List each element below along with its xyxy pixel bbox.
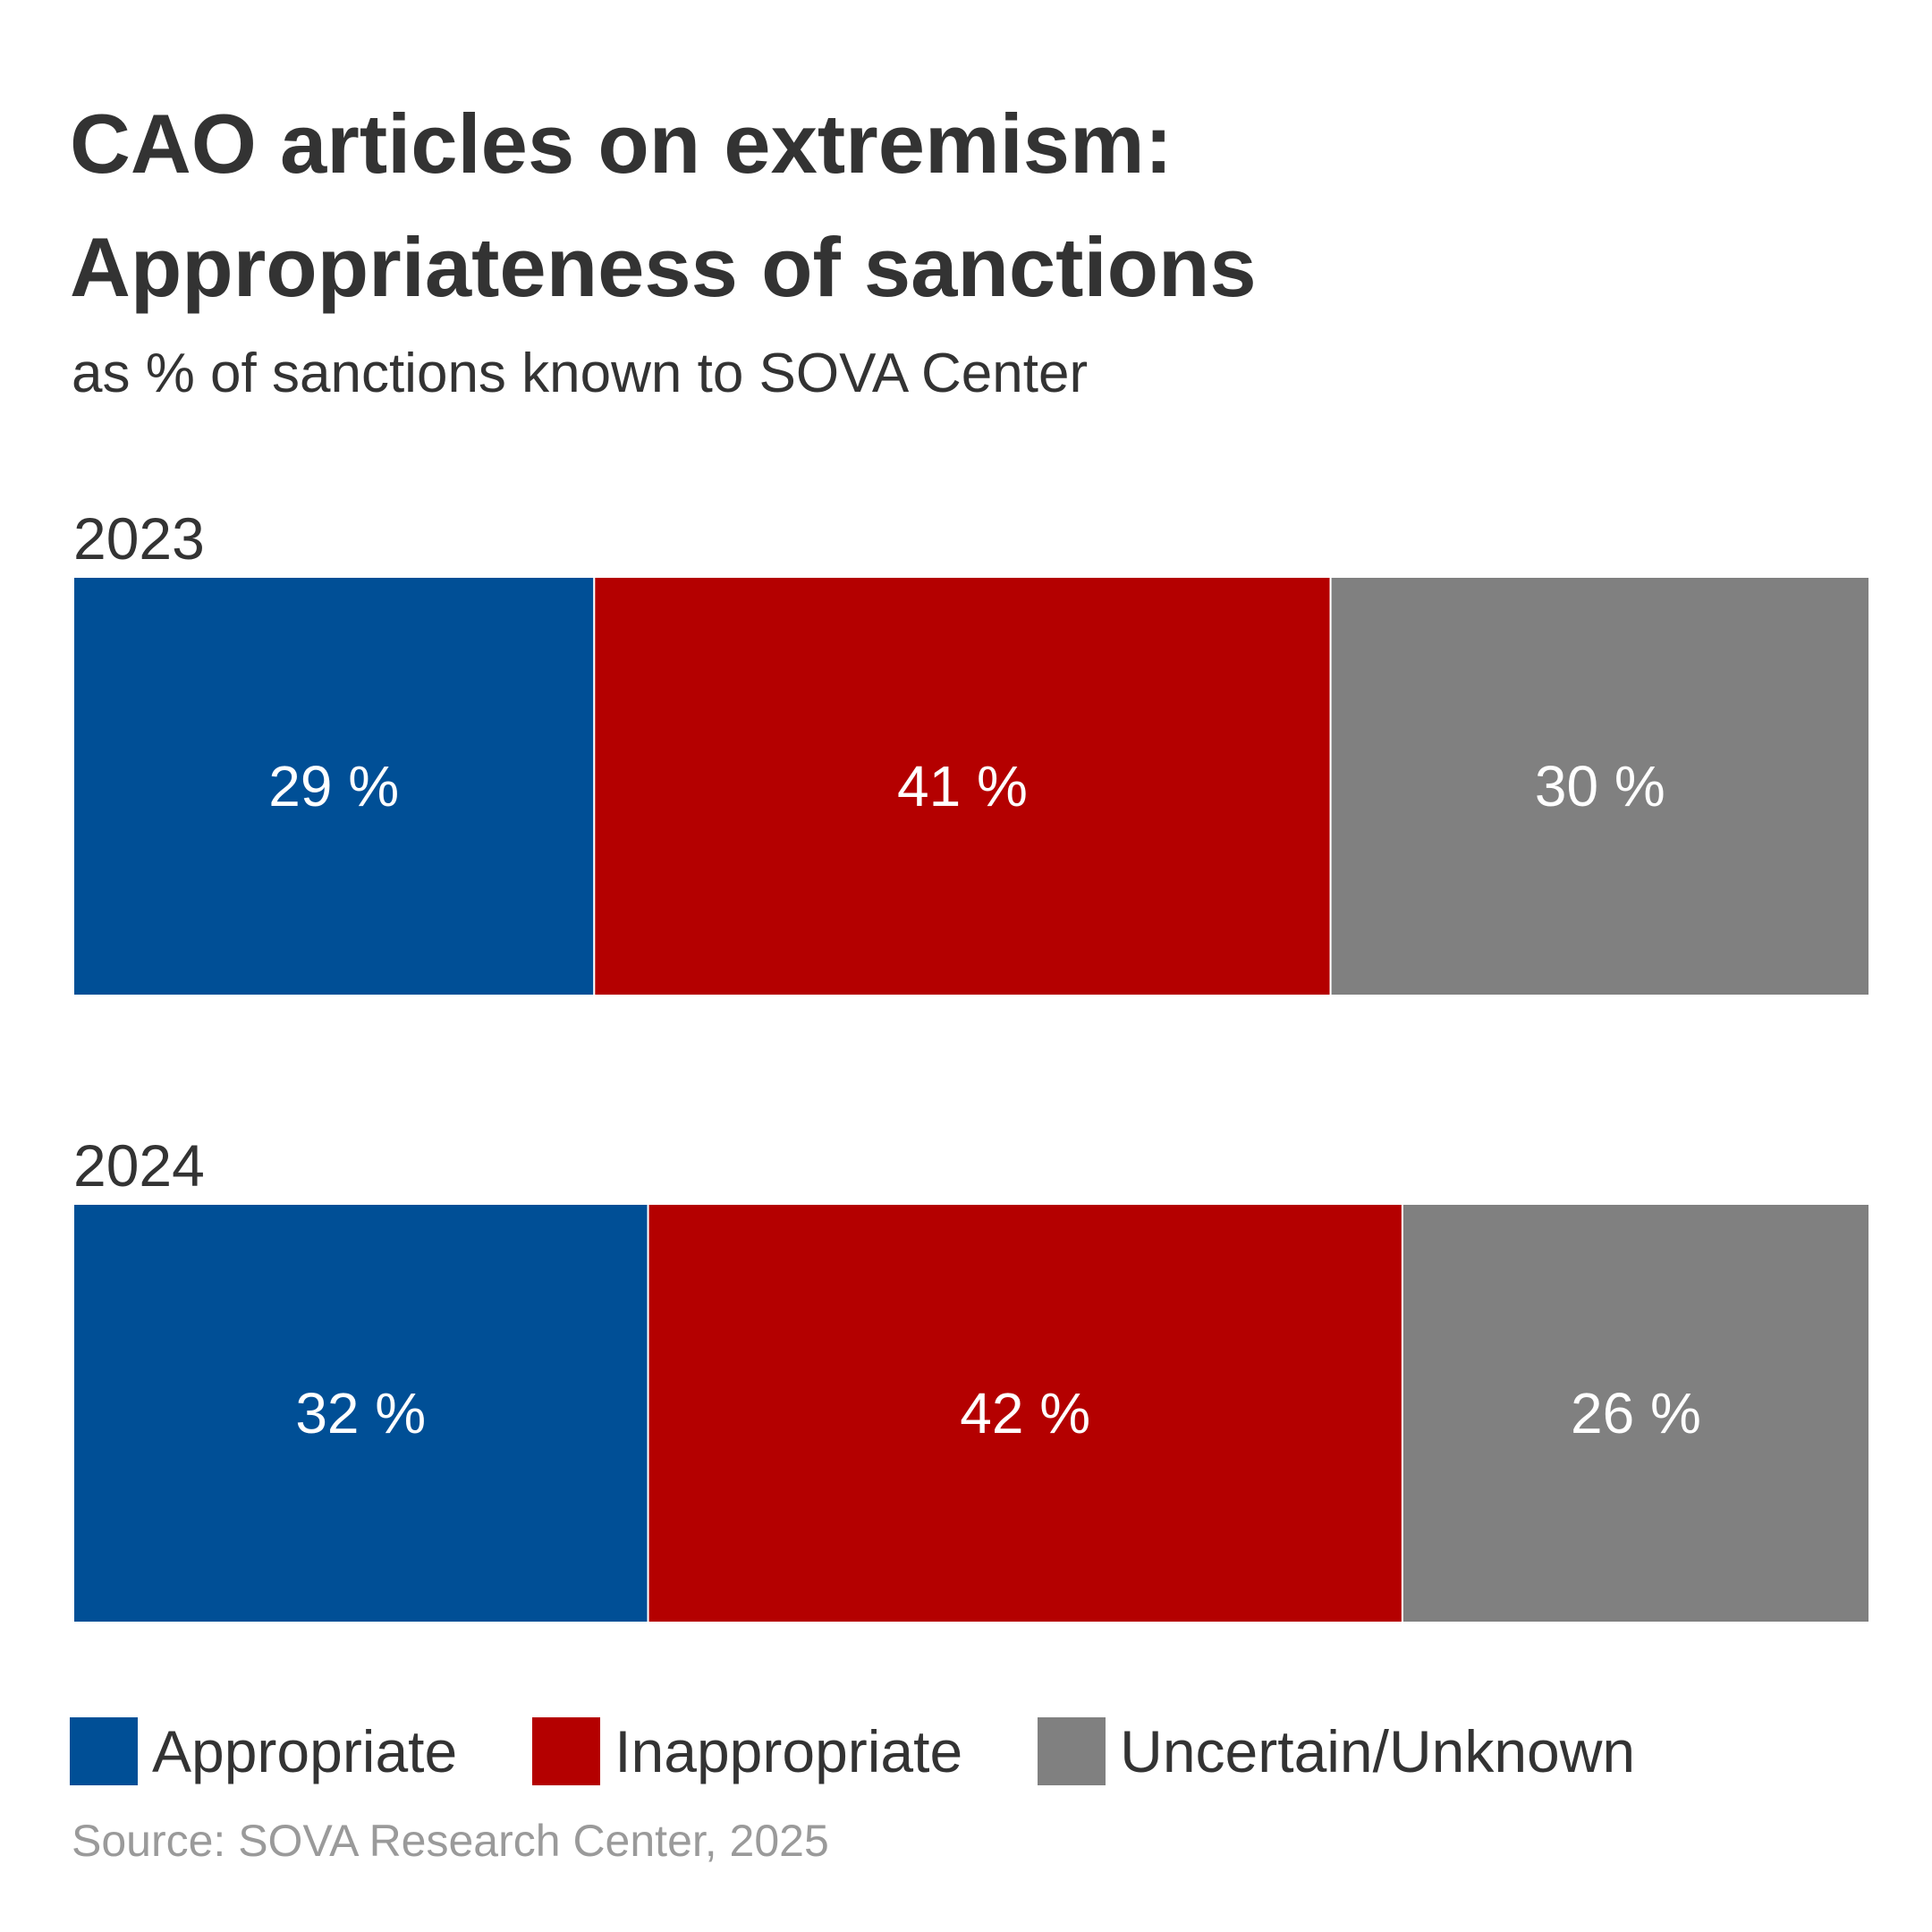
category-label-2024: 2024 — [73, 1132, 205, 1199]
bar-uncertain-unknown-2023 — [1329, 576, 1870, 996]
bar-inappropriate-2024 — [647, 1203, 1403, 1623]
chart-title: CAO articles on extremism: Appropriatene… — [70, 82, 1859, 329]
legend-item-appropriate: Appropriate — [70, 1716, 457, 1787]
bar-uncertain-unknown-2024 — [1401, 1203, 1871, 1623]
data-label-inappropriate-2023: 41 % — [897, 754, 1028, 818]
stacked-bar-chart: 2023 29 % 41 % 30 % 2024 32 % 42 % 26 % — [72, 505, 1871, 1623]
chart-legend: Appropriate Inappropriate Uncertain/Unkn… — [70, 1716, 1710, 1787]
data-label-appropriate-2023: 29 % — [268, 754, 399, 818]
legend-item-inappropriate: Inappropriate — [532, 1716, 962, 1787]
data-label-uncertain-unknown-2023: 30 % — [1535, 754, 1665, 818]
legend-swatch-uncertain — [1038, 1717, 1106, 1785]
bar-inappropriate-2023 — [593, 576, 1332, 996]
source-note: Source: SOVA Research Center, 2025 — [72, 1816, 829, 1866]
data-label-inappropriate-2024: 42 % — [960, 1381, 1090, 1445]
bar-appropriate-2024 — [72, 1203, 649, 1623]
legend-label-uncertain: Uncertain/Unknown — [1120, 1718, 1636, 1784]
legend-label-appropriate: Appropriate — [152, 1718, 458, 1784]
legend-swatch-inappropriate — [532, 1717, 601, 1785]
legend-item-uncertain: Uncertain/Unknown — [1038, 1716, 1635, 1787]
chart-title-line-1: CAO articles on extremism: — [70, 97, 1173, 191]
chart-title-line-2: Appropriateness of sanctions — [70, 220, 1257, 314]
category-label-2023: 2023 — [73, 505, 205, 572]
legend-label-inappropriate: Inappropriate — [614, 1718, 963, 1784]
data-label-uncertain-unknown-2024: 26 % — [1571, 1381, 1701, 1445]
chart-subtitle: as % of sanctions known to SOVA Center — [72, 343, 1089, 404]
legend-swatch-appropriate — [70, 1717, 138, 1785]
data-label-appropriate-2024: 32 % — [295, 1381, 426, 1445]
